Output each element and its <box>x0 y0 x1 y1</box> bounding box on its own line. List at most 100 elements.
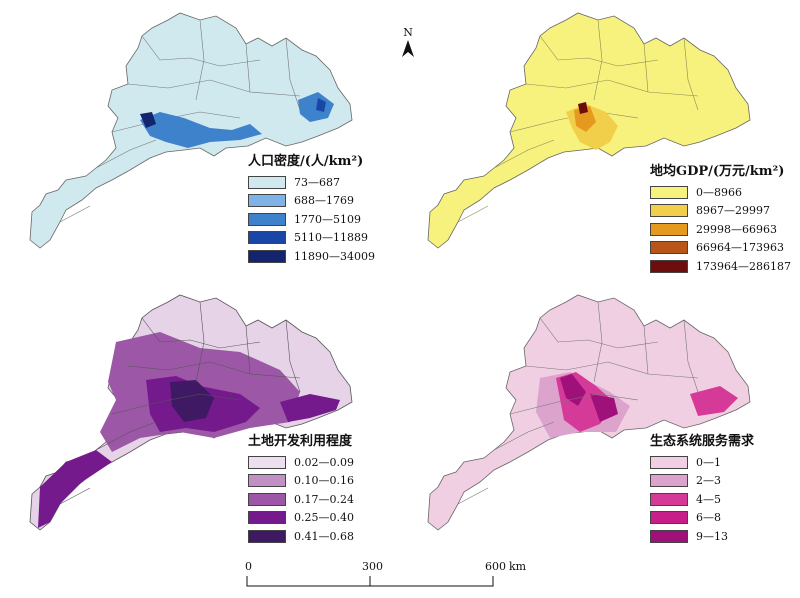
legend-item: 1770—5109 <box>248 210 375 229</box>
scale-tick-0: 0 <box>245 560 252 573</box>
legend-label: 688—1769 <box>294 194 354 208</box>
dense-zone-east <box>298 92 334 122</box>
legend-item: 0—8966 <box>650 183 791 202</box>
map-panel-land-use: 土地开发利用程度 0.02—0.09 0.10—0.16 0.17—0.24 0.25… <box>0 282 400 557</box>
gdp-density-map <box>427 12 751 249</box>
legend-title: 人口密度/(人/km²) <box>248 154 364 169</box>
legend-rows: 0—1 2—3 4—5 6—8 9—13 <box>650 453 754 546</box>
legend-label: 0.25—0.40 <box>294 511 354 525</box>
legend-label: 73—687 <box>294 175 340 189</box>
region-borders <box>59 19 301 223</box>
legend-swatch <box>248 231 286 245</box>
legend-label: 1770—5109 <box>294 212 361 226</box>
legend-item: 73—687 <box>248 173 375 192</box>
legend-item: 0.02—0.09 <box>248 453 354 472</box>
gdp-zone-mid <box>574 106 596 132</box>
legend-swatch <box>248 492 286 506</box>
legend-item: 5110—11889 <box>248 229 375 248</box>
north-label: N <box>403 26 413 39</box>
legend-label: 11890—34009 <box>294 249 375 263</box>
legend-swatch <box>248 455 286 469</box>
legend-swatch <box>650 259 688 273</box>
legend-rows: 0.02—0.09 0.10—0.16 0.17—0.24 0.25—0.40 0.41… <box>248 453 354 546</box>
scale-tick-600: 600 <box>485 560 506 573</box>
legend-item: 9—13 <box>650 527 754 546</box>
dense-core-east <box>316 98 326 112</box>
north-arrow-icon <box>402 40 414 57</box>
legend-item: 6—8 <box>650 509 754 528</box>
legend-label: 5110—11889 <box>294 231 368 245</box>
land-development-map <box>29 294 353 531</box>
legend-item: 688—1769 <box>248 192 375 211</box>
legend-swatch <box>650 222 688 236</box>
population-density-map <box>29 12 353 249</box>
legend-label: 173964—286187 <box>696 259 791 273</box>
legend-item: 4—5 <box>650 490 754 509</box>
scale-bar: 0 300 600 km <box>245 560 526 594</box>
legend-label: 8967—29997 <box>696 204 770 218</box>
legend-label: 2—3 <box>696 474 721 488</box>
legend-swatch <box>650 529 688 543</box>
legend-swatch <box>650 474 688 488</box>
north-arrow: N <box>398 26 418 62</box>
legend-swatch <box>248 175 286 189</box>
legend-title: 生态系统服务需求 <box>650 434 755 449</box>
gdp-core <box>578 102 588 114</box>
legend-item: 8967—29997 <box>650 202 791 221</box>
legend-item: 29998—66963 <box>650 220 791 239</box>
legend-swatch <box>650 241 688 255</box>
legend-label: 29998—66963 <box>696 222 777 236</box>
legend-item: 173964—286187 <box>650 257 791 276</box>
legend-swatch <box>248 511 286 525</box>
legend-item: 2—3 <box>650 472 754 491</box>
legend-swatch <box>248 474 286 488</box>
legend-rows: 0—8966 8967—29997 29998—66963 66964—173963 1… <box>650 183 791 276</box>
ecosystem-demand-map <box>427 294 751 531</box>
legend-item: 0—1 <box>650 453 754 472</box>
region-borders <box>457 301 699 505</box>
scale-tick-300: 300 <box>362 560 383 573</box>
legend-item: 0.10—0.16 <box>248 472 354 491</box>
legend-population: 人口密度/(人/km²) 73—687 688—1769 1770—5109 5110… <box>248 150 375 266</box>
scale-unit: km <box>509 560 527 573</box>
legend-swatch <box>650 185 688 199</box>
legend-label: 66964—173963 <box>696 241 784 255</box>
legend-ecosystem: 生态系统服务需求 0—1 2—3 4—5 6—8 9—13 <box>650 430 754 546</box>
legend-label: 0.10—0.16 <box>294 474 354 488</box>
legend-title: 土地开发利用程度 <box>248 434 353 449</box>
zone-east <box>690 386 738 416</box>
legend-swatch <box>650 204 688 218</box>
zone-core <box>170 380 214 422</box>
legend-swatch <box>248 212 286 226</box>
legend-label: 0.02—0.09 <box>294 455 354 469</box>
legend-swatch <box>650 455 688 469</box>
legend-item: 0.41—0.68 <box>248 527 354 546</box>
legend-rows: 73—687 688—1769 1770—5109 5110—11889 11890—3… <box>248 173 375 266</box>
legend-item: 0.17—0.24 <box>248 490 354 509</box>
legend-gdp: 地均GDP/(万元/km²) 0—8966 8967—29997 29998—669… <box>650 160 791 276</box>
legend-swatch <box>650 511 688 525</box>
map-panel-population: 人口密度/(人/km²) 73—687 688—1769 1770—5109 5110… <box>0 0 400 275</box>
legend-swatch <box>248 194 286 208</box>
scale-bar-line <box>246 576 494 587</box>
legend-item: 0.25—0.40 <box>248 509 354 528</box>
legend-label: 0.41—0.68 <box>294 529 354 543</box>
legend-land-use: 土地开发利用程度 0.02—0.09 0.10—0.16 0.17—0.24 0.25… <box>248 430 354 546</box>
dense-core <box>140 112 156 128</box>
legend-label: 0—8966 <box>696 185 742 199</box>
region-borders <box>59 301 301 505</box>
legend-swatch <box>248 529 286 543</box>
legend-item: 11890—34009 <box>248 247 375 266</box>
legend-label: 4—5 <box>696 492 721 506</box>
legend-item: 66964—173963 <box>650 239 791 258</box>
legend-label: 9—13 <box>696 529 728 543</box>
legend-label: 0—1 <box>696 455 721 469</box>
zone-high-south <box>590 394 618 422</box>
map-panel-gdp: 地均GDP/(万元/km²) 0—8966 8967—29997 29998—669… <box>400 0 800 275</box>
zone-coast-west <box>38 450 112 528</box>
map-panel-ecosystem: 生态系统服务需求 0—1 2—3 4—5 6—8 9—13 <box>400 282 800 557</box>
dense-zone <box>140 112 262 148</box>
legend-swatch <box>650 492 688 506</box>
zone-coast-east <box>280 394 340 422</box>
legend-label: 0.17—0.24 <box>294 492 354 506</box>
